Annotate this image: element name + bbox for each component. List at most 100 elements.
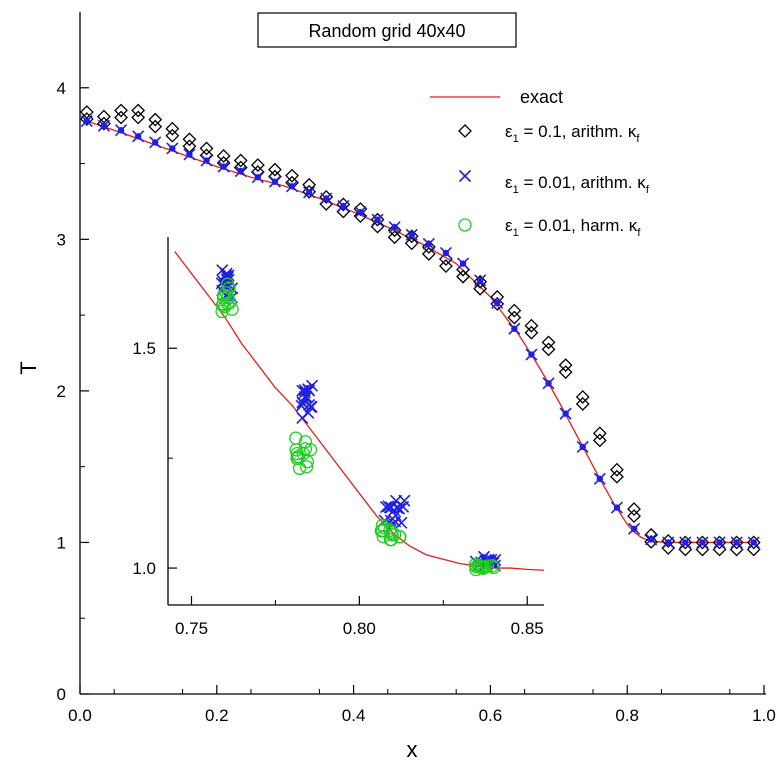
cross-point (696, 536, 709, 549)
diamond-point (592, 426, 607, 441)
cross-point (576, 440, 589, 454)
cross-point (200, 154, 213, 167)
x-axis-label: x (407, 737, 418, 762)
cross-point (234, 165, 247, 178)
diamond-point (524, 325, 539, 340)
diamond-point (404, 236, 419, 251)
inset-circle-point (476, 561, 490, 575)
inset-x-tick-label: 0.80 (343, 619, 376, 638)
diamond-point (114, 110, 128, 125)
inset-circle-point (215, 304, 229, 319)
cross-point (679, 536, 692, 549)
cross-point (337, 199, 350, 213)
inset-circle-point (485, 559, 499, 573)
diamond-point (439, 259, 453, 273)
inset-circle-point (303, 442, 318, 457)
diamond-point (610, 462, 624, 477)
diamond-point (610, 469, 624, 484)
legend: exact ε1 = 0.1, arithm. κf ε1 = 0.01, arit… (430, 87, 650, 239)
diamond-point (131, 103, 146, 118)
cross-point (354, 205, 367, 219)
y-axis-label: T (16, 361, 41, 374)
inset-circle-point (299, 460, 314, 474)
diamond-point (627, 502, 641, 517)
cross-point (508, 322, 521, 335)
legend-label: ε1 = 0.01, arithm. κf (505, 173, 650, 196)
diamond-point (165, 128, 180, 143)
diamond-point (558, 358, 573, 373)
cross-point (217, 160, 230, 173)
inset-x-tick-label: 0.85 (511, 619, 544, 638)
cross-point (97, 119, 111, 132)
diamond-point (456, 269, 470, 284)
diamond-point (182, 132, 197, 147)
inset-circle-point (478, 560, 492, 574)
y-tick-label: 1 (57, 533, 66, 552)
diamond-point (541, 335, 556, 350)
diamond-point (558, 365, 573, 380)
diamond-point (268, 162, 282, 177)
diamond-point (729, 535, 744, 550)
diamond-point (507, 303, 522, 318)
diamond-point (421, 239, 436, 254)
cross-point (525, 348, 538, 361)
diamond-point (114, 103, 128, 118)
diamond-point (370, 212, 385, 227)
cross-point (285, 180, 299, 193)
diamond-point (473, 274, 488, 289)
diamond-point (131, 110, 146, 125)
y-tick-label: 3 (57, 230, 66, 249)
inset-circle-point (223, 295, 237, 310)
cross-point (183, 148, 196, 161)
legend-label: ε1 = 0.01, harm. κf (505, 216, 641, 239)
cross-point (149, 136, 162, 149)
cross-point (80, 115, 93, 128)
legend-cross-symbol (458, 169, 472, 183)
diamond-point (199, 141, 214, 156)
inset-y-tick-label: 1.0 (132, 559, 156, 578)
diamond-point (524, 318, 539, 333)
diamond-point (678, 535, 693, 550)
diamond-point (746, 535, 761, 550)
cross-point (439, 246, 453, 260)
cross-point (610, 501, 624, 514)
diamond-point (695, 535, 710, 550)
inset-cross-point (395, 516, 408, 529)
cross-point (456, 257, 470, 270)
diamond-point (285, 168, 299, 183)
x-tick-label: 0.6 (479, 706, 503, 725)
y-tick-label: 0 (57, 685, 66, 704)
cross-point (559, 407, 572, 420)
cross-point (166, 142, 179, 155)
legend-diamond-symbol (458, 124, 472, 138)
cross-point (371, 213, 384, 226)
main-plot-area (79, 103, 761, 557)
cross-point (491, 296, 504, 310)
exact-curve (86, 120, 758, 544)
cross-point (662, 536, 675, 549)
cross-point (303, 186, 316, 199)
cross-point (132, 130, 145, 143)
diamond-point (490, 297, 505, 311)
cross-point (645, 533, 658, 546)
inset-circle-point (291, 449, 306, 464)
chart-title: Random grid 40x40 (257, 12, 517, 48)
inset-cross-point (296, 411, 309, 424)
x-tick-label: 0.0 (68, 706, 92, 725)
main-axes: 0.0 0.2 0.4 0.6 0.8 1.0 0 1 2 3 4 (57, 12, 776, 725)
diamond-point (421, 246, 436, 261)
diamond-point (627, 509, 641, 524)
inset-circle-point (289, 443, 303, 457)
cross-point (388, 221, 401, 234)
cross-point (268, 175, 282, 188)
inset-plot: 0.75 0.80 0.85 1.0 1.5 (132, 237, 545, 638)
cross-point (405, 228, 418, 241)
diamond-point (644, 534, 659, 549)
diamond-point (387, 230, 402, 245)
cross-point (251, 171, 264, 184)
inset-x-tick-label: 0.75 (175, 619, 208, 638)
cross-point (747, 536, 760, 549)
x-tick-label: 0.4 (342, 706, 366, 725)
diamond-point (473, 281, 488, 296)
